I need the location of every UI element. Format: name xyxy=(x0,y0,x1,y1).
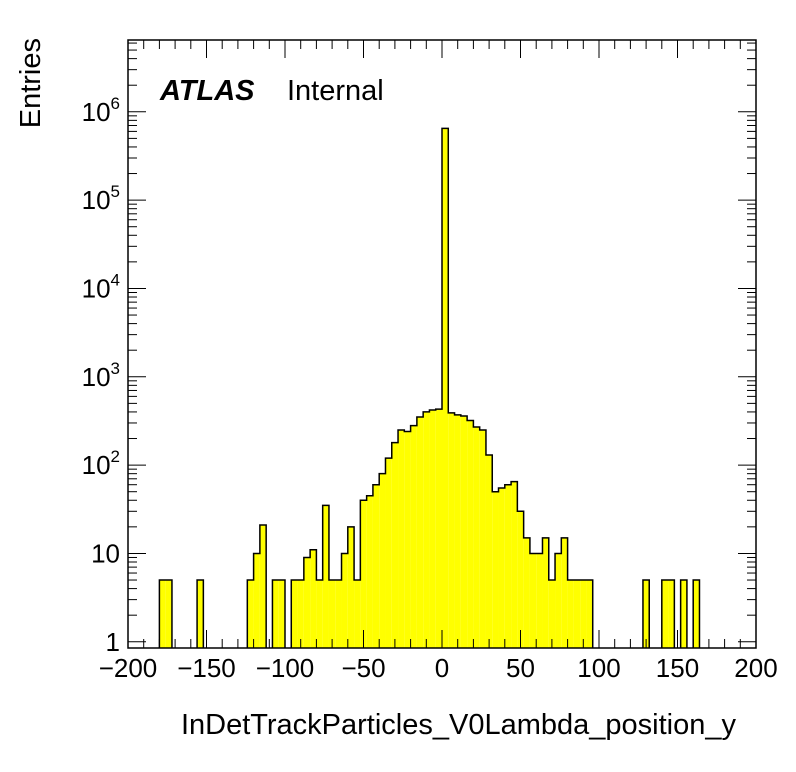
histogram-bar xyxy=(586,580,593,648)
y-tick-label: 1 xyxy=(106,627,120,657)
histogram-bar xyxy=(580,580,587,648)
histogram-bar xyxy=(561,537,568,648)
histogram-bar xyxy=(379,473,386,648)
histogram-bar xyxy=(448,412,455,648)
histogram-bar xyxy=(473,427,480,648)
histogram-bar xyxy=(460,415,468,648)
histogram-bar xyxy=(567,580,574,648)
histogram-bar xyxy=(661,580,669,648)
histogram-bar xyxy=(668,580,675,648)
histogram-bar xyxy=(303,557,311,648)
histogram-bar xyxy=(159,580,166,648)
x-tick-label: 200 xyxy=(734,653,777,683)
histogram-bar xyxy=(247,580,254,648)
histogram-outline xyxy=(158,127,701,648)
histogram-bar xyxy=(328,580,336,648)
histogram-bar xyxy=(404,431,411,648)
histogram-bar xyxy=(542,537,549,648)
histogram-bar xyxy=(693,580,700,648)
histogram-bar xyxy=(291,580,298,648)
histogram-bar xyxy=(498,488,505,648)
histogram-bar xyxy=(642,580,650,648)
histogram-bar xyxy=(391,442,399,648)
histogram-bar xyxy=(467,420,474,648)
x-tick-label: 50 xyxy=(506,653,535,683)
histogram-bar xyxy=(548,580,556,648)
y-tick-label: 102 xyxy=(82,447,120,480)
histogram-bar xyxy=(165,580,172,648)
histogram-bar xyxy=(511,481,518,648)
histogram-bar xyxy=(416,417,424,648)
histogram-bar xyxy=(517,511,524,648)
y-tick-label: 10 xyxy=(91,538,120,568)
histogram-bar xyxy=(423,411,430,648)
histogram-bar xyxy=(442,128,449,649)
x-tick-label: −150 xyxy=(177,653,236,683)
histogram-bar xyxy=(529,553,537,648)
y-tick-label: 103 xyxy=(82,359,120,392)
x-tick-label: −50 xyxy=(341,653,385,683)
histogram-bar xyxy=(492,491,499,648)
histogram-bar xyxy=(435,409,442,648)
y-axis-label: Entries xyxy=(15,38,47,128)
histogram-bar xyxy=(322,505,329,648)
axis-ticks xyxy=(127,40,757,648)
x-tick-label: 0 xyxy=(435,653,449,683)
atlas-label: ATLAS xyxy=(159,75,255,107)
histogram-bar xyxy=(454,414,461,648)
histogram-bar xyxy=(485,455,493,648)
y-tick-label: 106 xyxy=(82,94,120,127)
x-tick-label: 100 xyxy=(577,653,620,683)
histogram-bars xyxy=(159,128,700,649)
histogram-bar xyxy=(536,553,543,648)
histogram-bar xyxy=(555,553,562,648)
histogram-bar xyxy=(341,553,348,648)
histogram-bar xyxy=(197,580,204,648)
x-tick-label: −100 xyxy=(256,653,315,683)
histogram-bar xyxy=(523,537,530,648)
x-tick-labels: −200 −150 −100 −50 0 50 100 150 200 xyxy=(99,653,778,683)
histogram-bar xyxy=(354,580,361,648)
histogram-bar xyxy=(335,580,342,648)
histogram-bar xyxy=(366,495,373,648)
atlas-sublabel: Internal xyxy=(287,75,384,107)
histogram-bar xyxy=(680,580,687,648)
histogram-bar xyxy=(385,458,392,648)
y-tick-label: 104 xyxy=(82,270,120,303)
histogram-bar xyxy=(310,549,317,648)
histogram-bar xyxy=(316,580,323,648)
y-tick-label: 105 xyxy=(82,182,120,215)
histogram-bar xyxy=(410,425,417,648)
x-tick-label: 150 xyxy=(656,653,699,683)
y-tick-labels: 1 10 102 103 104 105 106 xyxy=(82,94,120,657)
histogram-bar xyxy=(297,580,304,648)
histogram-bar xyxy=(253,553,260,648)
x-axis-label: InDetTrackParticles_V0Lambda_position_y xyxy=(181,709,737,741)
histogram-bar xyxy=(360,500,367,648)
histogram-bar xyxy=(347,526,355,648)
histogram-bar xyxy=(479,429,486,648)
histogram-bar xyxy=(272,580,279,648)
histogram-bar xyxy=(278,580,285,648)
histogram-bar xyxy=(504,484,512,648)
histogram-bar xyxy=(259,524,267,648)
histogram-bar xyxy=(372,484,380,648)
histogram-bar xyxy=(429,410,436,648)
histogram-bar xyxy=(573,580,581,648)
x-tick-label: −200 xyxy=(99,653,158,683)
histogram-bar xyxy=(398,429,405,648)
